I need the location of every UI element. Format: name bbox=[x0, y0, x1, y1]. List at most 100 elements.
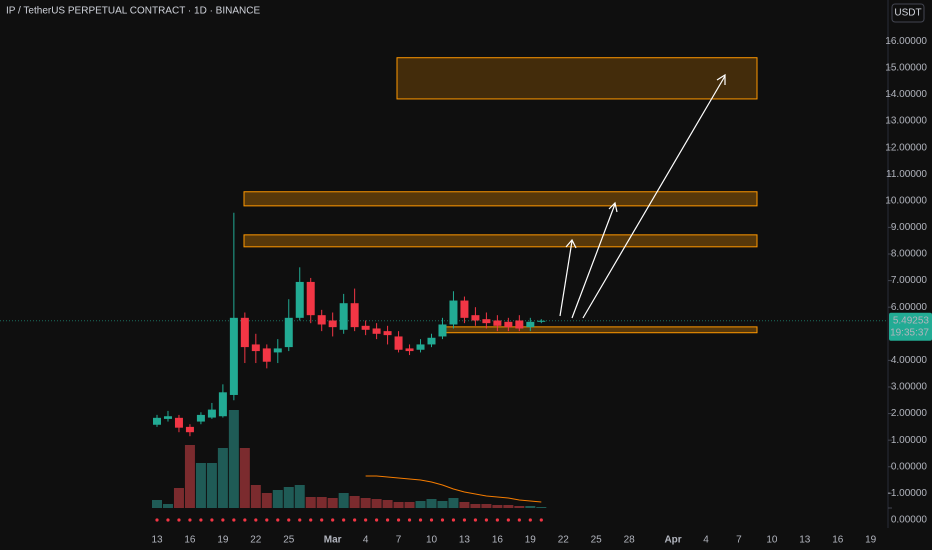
x-tick-label: 10 bbox=[766, 535, 778, 546]
signal-dot bbox=[199, 518, 203, 522]
signal-dot bbox=[210, 518, 214, 522]
x-tick-label: Apr bbox=[664, 535, 681, 546]
x-tick-label: 13 bbox=[459, 535, 471, 546]
candle-body bbox=[229, 317, 238, 395]
signal-dot bbox=[254, 518, 258, 522]
signal-dot bbox=[396, 518, 401, 522]
candle-body bbox=[460, 300, 469, 318]
candle-body bbox=[273, 348, 282, 353]
signal-dot bbox=[473, 518, 478, 522]
signal-dot bbox=[539, 518, 543, 522]
volume-bar bbox=[152, 500, 162, 508]
candle-body bbox=[493, 320, 502, 326]
volume-bar bbox=[327, 498, 338, 508]
y-tick-label: 4.00000 bbox=[891, 355, 928, 366]
candle-body bbox=[537, 320, 546, 322]
y-tick-label: 15.00000 bbox=[885, 62, 927, 73]
x-tick-label: 25 bbox=[591, 535, 603, 546]
volume-bar bbox=[382, 500, 393, 508]
volume-bar bbox=[305, 497, 316, 508]
arrow bbox=[582, 75, 726, 319]
volume-bar bbox=[173, 488, 184, 508]
candle-body bbox=[163, 416, 172, 419]
signal-dot bbox=[440, 518, 445, 522]
arrow-head bbox=[608, 201, 618, 213]
last-price-box bbox=[889, 312, 932, 341]
volume-bar bbox=[239, 448, 250, 508]
x-tick-label: 13 bbox=[151, 535, 163, 546]
candle-body bbox=[339, 303, 348, 330]
y-tick-label: 1.00000 bbox=[891, 435, 928, 446]
candle-body bbox=[372, 328, 381, 334]
candle-body bbox=[262, 348, 271, 362]
candle-body bbox=[284, 317, 293, 348]
x-tick-label: 19 bbox=[217, 535, 229, 546]
candle-body bbox=[416, 344, 425, 350]
candle-body bbox=[185, 426, 194, 433]
signal-dot bbox=[342, 518, 346, 522]
candle-body bbox=[218, 392, 227, 417]
volume-bar bbox=[481, 504, 492, 508]
x-tick-label: 4 bbox=[363, 535, 369, 546]
candle-body bbox=[196, 414, 205, 422]
volume-bar bbox=[525, 506, 536, 508]
volume-ma-line bbox=[365, 475, 542, 503]
candle-body bbox=[482, 319, 491, 324]
x-tick-label: 22 bbox=[558, 535, 570, 546]
volume-bar bbox=[261, 493, 272, 508]
y-tick-label: 2.00000 bbox=[891, 408, 928, 419]
volume-bar bbox=[349, 496, 360, 508]
y-tick-label: 8.00000 bbox=[891, 249, 928, 260]
signal-dot bbox=[407, 518, 412, 522]
volume-bar bbox=[283, 487, 294, 508]
currency-label: USDT bbox=[894, 8, 921, 19]
y-tick-label: 16.00000 bbox=[885, 36, 927, 47]
volume-bar bbox=[470, 504, 481, 508]
y-tick-label: 0.00000 bbox=[891, 461, 928, 472]
volume-bar bbox=[448, 498, 459, 508]
y-tick-label: 14.00000 bbox=[885, 89, 927, 100]
signal-dot bbox=[155, 518, 159, 522]
arrow-head bbox=[565, 238, 577, 249]
x-tick-label: Mar bbox=[324, 535, 342, 546]
volume-bar bbox=[228, 410, 239, 508]
x-tick-label: 19 bbox=[525, 535, 537, 546]
candle-body bbox=[449, 300, 458, 325]
signal-dot bbox=[517, 518, 521, 522]
signal-dot bbox=[287, 518, 291, 522]
volume-bar bbox=[415, 501, 426, 508]
signal-dot bbox=[331, 518, 335, 522]
signal-dot bbox=[243, 518, 247, 522]
volume-bar bbox=[338, 493, 349, 508]
volume-bar bbox=[371, 499, 382, 508]
volume-bar bbox=[294, 485, 305, 508]
zone bbox=[396, 57, 758, 100]
volume-bar bbox=[503, 505, 514, 508]
signal-dot bbox=[364, 518, 368, 522]
signal-dot bbox=[232, 518, 236, 522]
signal-dot bbox=[221, 518, 225, 522]
candle-body bbox=[515, 320, 524, 329]
signal-dot bbox=[451, 518, 456, 522]
candle-body bbox=[317, 315, 326, 325]
currency-button[interactable] bbox=[891, 3, 925, 23]
x-tick-label: 22 bbox=[250, 535, 262, 546]
signal-dot bbox=[506, 518, 510, 522]
candle-body bbox=[350, 303, 359, 328]
candle-body bbox=[306, 281, 315, 316]
candle-body bbox=[427, 337, 436, 345]
signal-dot bbox=[429, 518, 434, 522]
candle-body bbox=[526, 321, 535, 328]
x-tick-label: 16 bbox=[832, 535, 844, 546]
signal-dot bbox=[385, 518, 390, 522]
zone bbox=[243, 234, 758, 248]
signal-dot bbox=[418, 518, 423, 522]
candle-body bbox=[471, 315, 480, 321]
volume-bar bbox=[514, 506, 525, 508]
signal-dot bbox=[188, 518, 192, 522]
zone bbox=[243, 191, 758, 207]
y-tick-label: 10.00000 bbox=[885, 195, 927, 206]
